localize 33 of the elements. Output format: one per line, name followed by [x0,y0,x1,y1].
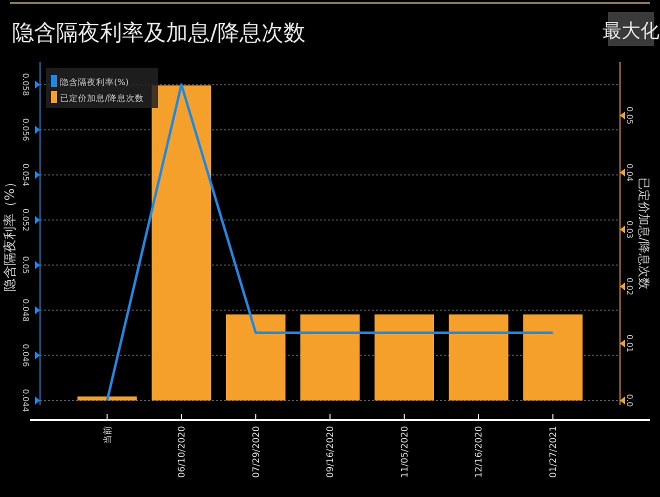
legend-label: 隐含隔夜利率(%) [60,77,129,88]
y2-tick-label: 0.0 [625,394,634,407]
y-tick-label: 0.048 [21,298,30,322]
x-tick-label: 11/05/2020 [400,426,410,478]
x-tick-label: 01/27/2021 [549,426,560,478]
y-tick-label: 0.046 [21,344,30,367]
y-tick-label: 0.054 [21,163,30,186]
chart-title: 隐含隔夜利率及加息/降息次数 [12,21,306,46]
x-tick-label: 07/29/2020 [252,426,262,478]
bar [152,85,212,400]
y-axis-title: 隐含隔夜利率（%） [2,175,18,292]
legend-label: 已定价加息/降息次数 [60,93,144,104]
y-tick-label: 0.052 [21,208,30,232]
y2-tick-label: 0.03 [625,220,634,238]
x-tick-label: 06/10/2020 [178,426,188,478]
y2-tick-label: 0.05 [625,106,634,124]
y2-tick-label: 0.01 [625,334,634,352]
bar [374,314,434,400]
x-tick-label: 12/16/2020 [474,426,485,478]
bar [300,314,360,400]
y2-axis-title: 已定价加息/降息次数 [637,177,651,290]
y2-tick-label: 0.02 [625,278,634,296]
y-tick-label: 0.058 [21,73,30,96]
x-tick-label: 当前 [102,426,114,444]
x-tick-label: 09/16/2020 [326,426,336,478]
y-tick-label: 0.056 [21,118,30,142]
bar [77,396,137,400]
y-tick-label: 0.044 [21,389,30,412]
bar [523,314,583,400]
y-tick-label: 0.05 [21,256,30,274]
bar [448,314,508,400]
bar [226,314,286,400]
y2-tick-label: 0.04 [625,164,634,182]
